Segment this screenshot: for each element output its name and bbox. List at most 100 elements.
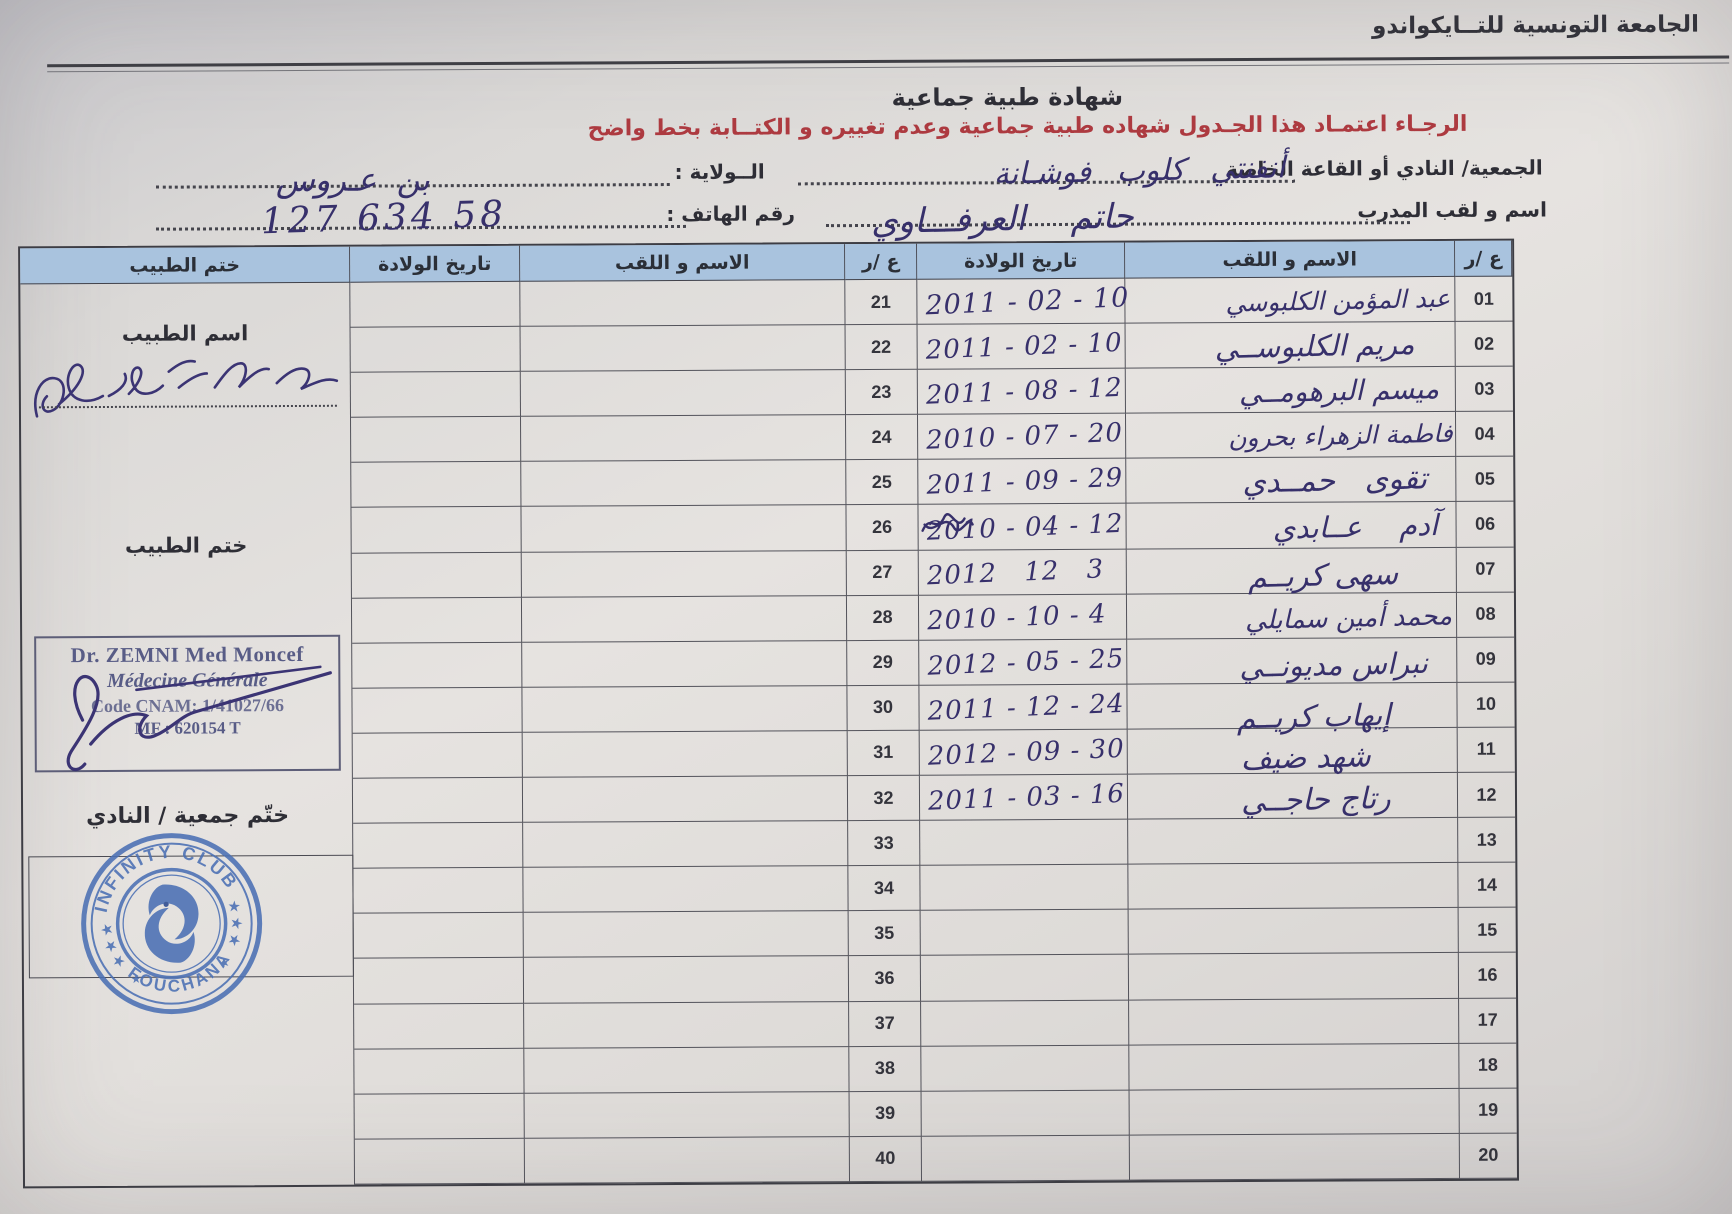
name-cell-right [1128,863,1459,910]
star-icon: ★ [224,898,245,916]
name-cell-right [1129,1043,1460,1091]
dob-cell-left [351,507,522,554]
row-number-right: 20 [1459,1133,1518,1179]
name-cell-right [1129,1133,1461,1181]
dob-cell-left [353,958,525,1005]
dob-cell-right: 2012 - 09 - 30 [919,729,1128,776]
row-number-left: 34 [848,865,921,912]
handwritten-dob: 2011 - 02 - 10 [925,327,1124,366]
row-number-right: 06 [1456,502,1514,548]
club-field-line: أنفنتي كلوب فوشـانة [797,150,1295,192]
name-cell-left [524,1136,851,1184]
phoenix-eye [163,901,169,907]
phoenix-emblem [148,884,199,940]
row-number-left: 37 [849,1001,922,1047]
handwritten-name: نبراس مديونــي [1239,646,1429,685]
handwritten-dob: 2011 - 09 - 29 [925,463,1124,502]
handwritten-name: إيهاب كريــم [1236,697,1391,736]
handwritten-name: رتاج حاجــي [1240,780,1392,819]
name-cell-left [524,1091,850,1139]
dob-cell-left [350,281,521,328]
dob-cell-right: 2010 - 04 - 12 [918,504,1127,551]
row-number-right: 17 [1459,998,1517,1044]
name-cell-left [521,460,847,508]
name-cell-left [520,370,846,418]
row-number-right: 12 [1457,772,1516,819]
row-number-left: 21 [845,279,918,326]
handwritten-name: ميسم البرهومــي [1238,372,1440,410]
row-number-right: 03 [1455,366,1513,413]
row-number-right: 09 [1457,637,1515,683]
row-number-left: 31 [847,730,920,777]
dob-cell-left [351,462,522,509]
row-number-left: 30 [847,685,920,732]
handwritten-name: آدم عــابدي [1271,507,1438,546]
row-number-right: 01 [1455,276,1513,323]
dob-cell-left [350,371,522,418]
row-number-right: 11 [1457,727,1515,773]
name-cell-right: إيهاب كريــم [1127,682,1458,736]
dob-cell-left [352,732,523,779]
name-cell-left [524,1001,850,1049]
row-number-left: 32 [847,775,921,822]
dob-cell-right [921,1045,1130,1092]
name-cell-right [1128,953,1460,1001]
doctor-signature [34,359,339,418]
star-icon: ★ [100,937,122,956]
header-name-left: الاسم و اللقب [520,244,846,282]
handwritten-dob: 2011 - 02 - 10 [924,282,1130,322]
dob-cell-right: 2011 - 08 - 12 [917,368,1126,416]
dob-cell-left [351,417,522,464]
wilaya-field-line: بن عـروس [155,155,670,199]
name-cell-right: محمد أمين سمايلي [1126,592,1458,640]
name-cell-left [521,550,847,598]
handwritten-name: محمد أمين سمايلي [1244,601,1453,637]
club-stamp-top-text: INFINITY CLUB [81,829,244,917]
row-number-right: 04 [1455,411,1514,458]
row-number-left: 27 [846,550,919,596]
header-name-right: الاسم و اللقب [1125,240,1456,279]
name-cell-right: مريم الكلبوســي [1125,322,1456,369]
name-cell-right: نبراس مديونــي [1127,637,1458,685]
dob-cell-right: 2011 - 09 - 29 [918,459,1127,506]
dob-cell-right [921,1090,1130,1137]
certificate-table: ختم الطبيب تاريخ الولادة الاسم و اللقب ع… [18,238,1520,1189]
handwritten-dob: 2012 12 3 [926,553,1105,591]
handwritten-wilaya: بن عـروس [275,160,430,200]
name-cell-right [1129,998,1460,1046]
name-cell-left [520,280,846,327]
phoenix-emblem [144,907,195,963]
club-round-stamp: INFINITY CLUB FOUCHANA ★ ★ ★ ★ ★ ★ ★ ★ [81,829,263,1015]
name-cell-left [522,640,848,688]
dob-cell-left [351,552,522,599]
phone-field-line: 58 634 127 [155,194,687,242]
name-cell-right [1128,908,1459,956]
row-number-right: 02 [1455,321,1513,368]
row-number-left: 40 [849,1136,923,1182]
row-number-right: 15 [1458,907,1516,954]
handwritten-dob: 2011 - 08 - 12 [925,373,1124,411]
doctor-stamp-column: اسم الطبيب ختم الطبيب Dr. ZEMNI Med Monc… [20,282,356,1187]
dob-cell-left [353,822,524,869]
row-number-left: 22 [845,324,918,371]
dob-cell-right: 2011 - 03 - 16 [919,774,1129,821]
handwritten-name: مريم الكلبوســي [1214,326,1416,366]
dob-cell-left [353,913,524,960]
row-number-left: 29 [847,640,920,686]
dob-cell-right: 2011 - 02 - 10 [917,278,1130,325]
dob-cell-right: 2011 - 12 - 24 [919,684,1128,731]
dob-cell-left [352,777,524,824]
dob-cell-left [352,642,523,689]
row-number-left: 38 [849,1046,922,1092]
handwritten-dob: 2012 - 05 - 25 [926,643,1125,682]
dob-cell-left [353,868,524,914]
dob-cell-left [354,1003,525,1050]
name-cell-left [522,685,848,733]
name-cell-left [523,866,849,914]
name-cell-right: فاطمة الزهراء بحرون [1125,412,1457,460]
handwritten-dob: 2011 - 12 - 24 [927,688,1126,727]
row-number-left: 36 [848,956,922,1002]
name-cell-left [524,1046,850,1094]
